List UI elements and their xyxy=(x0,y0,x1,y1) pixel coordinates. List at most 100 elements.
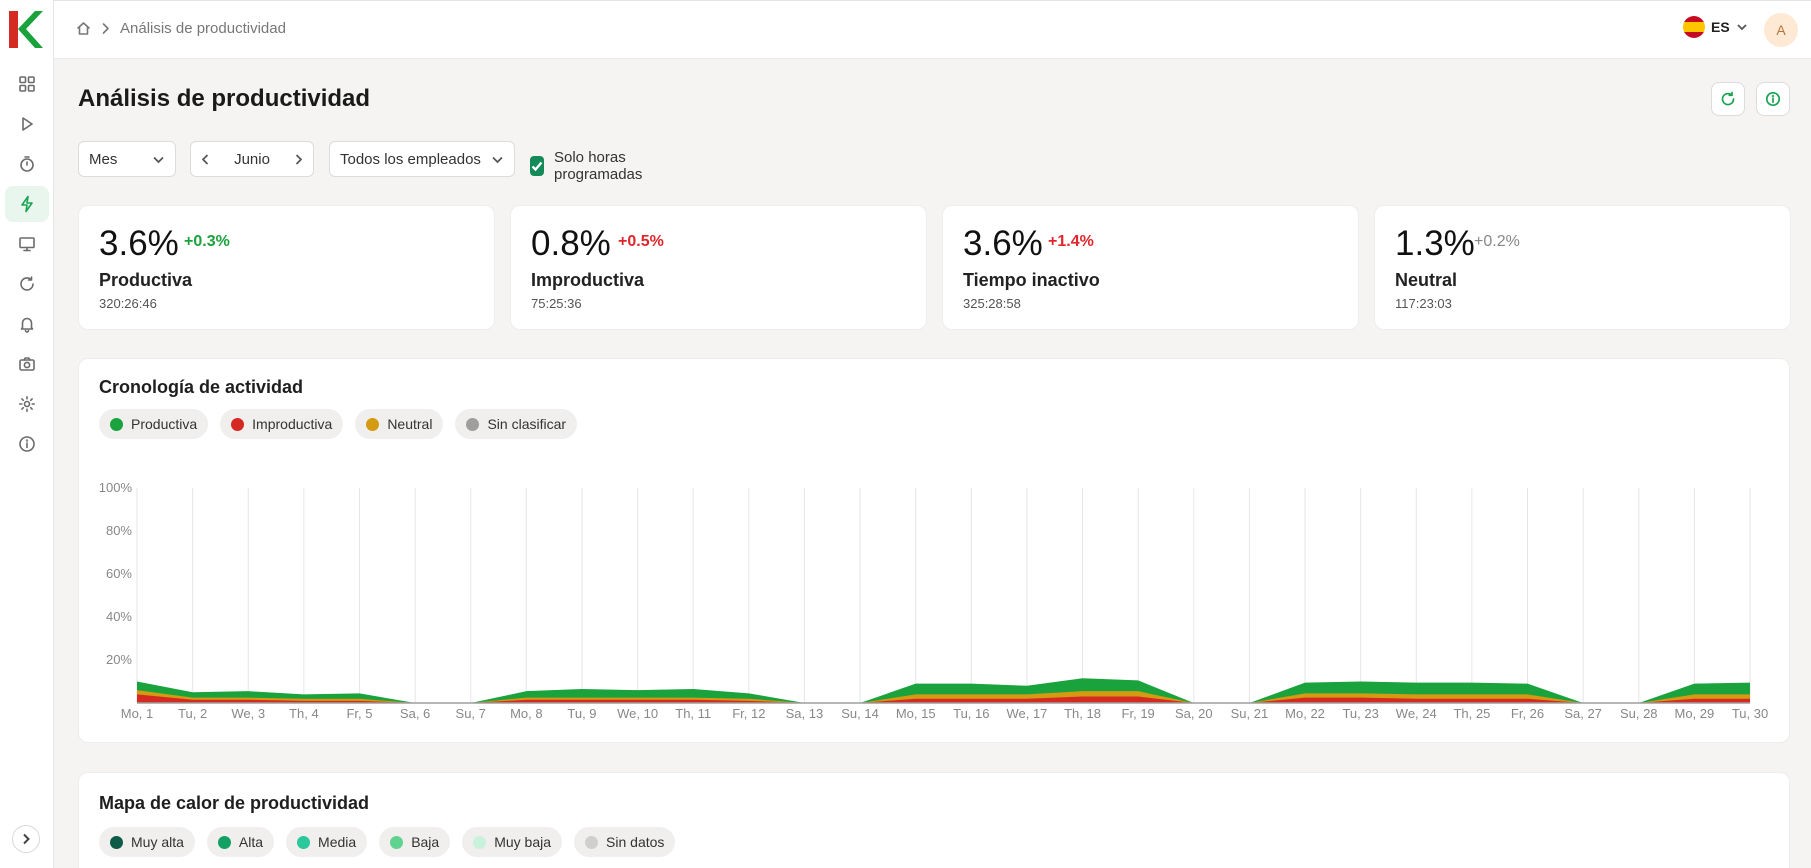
info-button[interactable] xyxy=(1756,82,1790,116)
chart-x-tick: Th, 11 xyxy=(675,706,711,721)
refresh-icon xyxy=(1721,91,1735,106)
legend-label: Alta xyxy=(238,834,264,850)
gear-icon[interactable] xyxy=(5,386,49,422)
stat-time: 325:28:58 xyxy=(963,296,1021,311)
chevron-right-icon xyxy=(102,23,109,34)
stat-card-idle: 3.6% +1.4% Tiempo inactivo 325:28:58 xyxy=(942,205,1359,330)
productivity-icon[interactable] xyxy=(5,186,49,222)
avatar[interactable]: A xyxy=(1764,13,1798,47)
chevron-right-icon[interactable] xyxy=(292,153,305,166)
legend-label: Sin clasificar xyxy=(487,416,567,432)
expand-sidebar-button[interactable] xyxy=(12,825,40,853)
legend-productive[interactable]: Productiva xyxy=(99,409,209,439)
camera-icon[interactable] xyxy=(5,346,49,382)
employees-select[interactable]: Todos los empleados xyxy=(329,141,515,177)
legend-dot xyxy=(466,417,480,431)
chart-x-tick: Th, 4 xyxy=(289,706,319,721)
activity-timeline-chart[interactable]: 20% 40% 60% 80% 100% Mo, 1 Tu, 2 We, 3 Th, 4 Fr, … xyxy=(79,359,1791,744)
productivity-heatmap-panel: Mapa de calor de productividad Muy alta … xyxy=(78,772,1790,868)
chart-x-tick: Mo, 29 xyxy=(1675,706,1715,721)
legend-dot xyxy=(390,835,404,849)
play-icon[interactable] xyxy=(5,106,49,142)
chart-x-tick: Tu, 23 xyxy=(1342,706,1378,721)
month-navigator: Junio xyxy=(190,141,314,177)
legend-label: Productiva xyxy=(131,416,198,432)
legend-label: Muy baja xyxy=(494,834,552,850)
legend-dot xyxy=(297,835,311,849)
chevron-down-icon xyxy=(153,156,164,163)
legend-unclassified[interactable]: Sin clasificar xyxy=(455,409,578,439)
legend-label: Baja xyxy=(411,834,440,850)
heatmap-legend-low[interactable]: Baja xyxy=(379,827,451,857)
stat-percentage: 1.3% xyxy=(1395,224,1475,263)
activity-timeline-panel: Cronología de actividad Productiva Impro… xyxy=(78,358,1790,743)
chevron-down-icon xyxy=(492,156,503,163)
chart-x-tick: Tu, 9 xyxy=(567,706,596,721)
stat-label: Tiempo inactivo xyxy=(963,270,1100,290)
app-logo[interactable] xyxy=(9,11,43,48)
chart-x-tick: Mo, 15 xyxy=(896,706,936,721)
sidebar xyxy=(0,0,54,868)
chevron-down-icon xyxy=(1737,24,1747,31)
page-title: Análisis de productividad xyxy=(78,85,371,112)
refresh-button[interactable] xyxy=(1711,82,1745,116)
dashboard-icon[interactable] xyxy=(5,66,49,102)
stat-time: 320:26:46 xyxy=(99,296,157,311)
period-select[interactable]: Mes xyxy=(78,141,176,177)
chart-x-tick: Mo, 8 xyxy=(510,706,543,721)
legend-dot xyxy=(366,417,380,431)
monitor-icon[interactable] xyxy=(5,226,49,262)
heatmap-legend-high[interactable]: Alta xyxy=(206,827,275,857)
info-icon[interactable] xyxy=(5,426,49,462)
heatmap-legend: Muy alta Alta Media Baja Muy baja Sin da… xyxy=(99,827,676,857)
refresh-history-icon[interactable] xyxy=(5,266,49,302)
legend-label: Media xyxy=(318,834,357,850)
scheduled-hours-checkbox[interactable] xyxy=(530,156,544,176)
info-icon xyxy=(1765,91,1781,107)
legend-unproductive[interactable]: Improductiva xyxy=(220,409,344,439)
stat-delta: +0.3% xyxy=(184,233,230,250)
bell-icon[interactable] xyxy=(5,306,49,342)
chart-y-tick: 80% xyxy=(106,523,132,538)
heatmap-legend-no-data[interactable]: Sin datos xyxy=(574,827,676,857)
stat-percentage: 3.6% xyxy=(963,224,1043,263)
timeline-legend: Productiva Improductiva Neutral Sin clas… xyxy=(99,409,578,439)
legend-label: Muy alta xyxy=(131,834,184,850)
legend-neutral[interactable]: Neutral xyxy=(355,409,444,439)
chart-x-tick: We, 17 xyxy=(1006,706,1047,721)
heatmap-legend-very-low[interactable]: Muy baja xyxy=(462,827,563,857)
check-icon xyxy=(531,161,543,172)
chart-x-tick: Fr, 5 xyxy=(346,706,372,721)
chart-x-tick: Fr, 12 xyxy=(732,706,765,721)
chart-x-tick: Su, 7 xyxy=(456,706,486,721)
home-icon[interactable] xyxy=(76,21,91,36)
legend-dot xyxy=(585,835,599,849)
stat-delta: +0.5% xyxy=(618,233,664,250)
language-selector[interactable]: ES xyxy=(1683,16,1748,38)
chart-x-tick: Th, 18 xyxy=(1064,706,1101,721)
spain-flag-icon xyxy=(1683,16,1705,38)
stopwatch-icon[interactable] xyxy=(5,146,49,182)
employees-value: Todos los empleados xyxy=(340,150,481,168)
chart-x-tick: Sa, 6 xyxy=(400,706,430,721)
legend-dot xyxy=(110,417,123,431)
chevron-right-icon xyxy=(23,833,30,845)
chevron-left-icon[interactable] xyxy=(199,153,212,166)
chart-x-tick: Tu, 16 xyxy=(953,706,989,721)
chart-x-tick: We, 10 xyxy=(617,706,658,721)
heatmap-legend-very-high[interactable]: Muy alta xyxy=(99,827,195,857)
legend-dot xyxy=(231,417,245,431)
chart-x-tick: We, 3 xyxy=(231,706,265,721)
language-code: ES xyxy=(1711,19,1730,35)
legend-dot xyxy=(473,835,487,849)
chart-x-tick: Sa, 20 xyxy=(1175,706,1213,721)
heatmap-legend-medium[interactable]: Media xyxy=(286,827,368,857)
stat-card-productive: 3.6% +0.3% Productiva 320:26:46 xyxy=(78,205,495,330)
scheduled-hours-label: Solo horas programadas xyxy=(554,149,643,183)
stat-label: Improductiva xyxy=(531,270,645,290)
chart-x-tick: Su, 14 xyxy=(841,706,879,721)
chart-x-tick: Th, 25 xyxy=(1453,706,1490,721)
chart-y-tick: 40% xyxy=(106,609,132,624)
topbar: Análisis de productividad ES A xyxy=(54,0,1811,59)
scheduled-hours-toggle[interactable]: Solo horas programadas xyxy=(530,149,648,183)
